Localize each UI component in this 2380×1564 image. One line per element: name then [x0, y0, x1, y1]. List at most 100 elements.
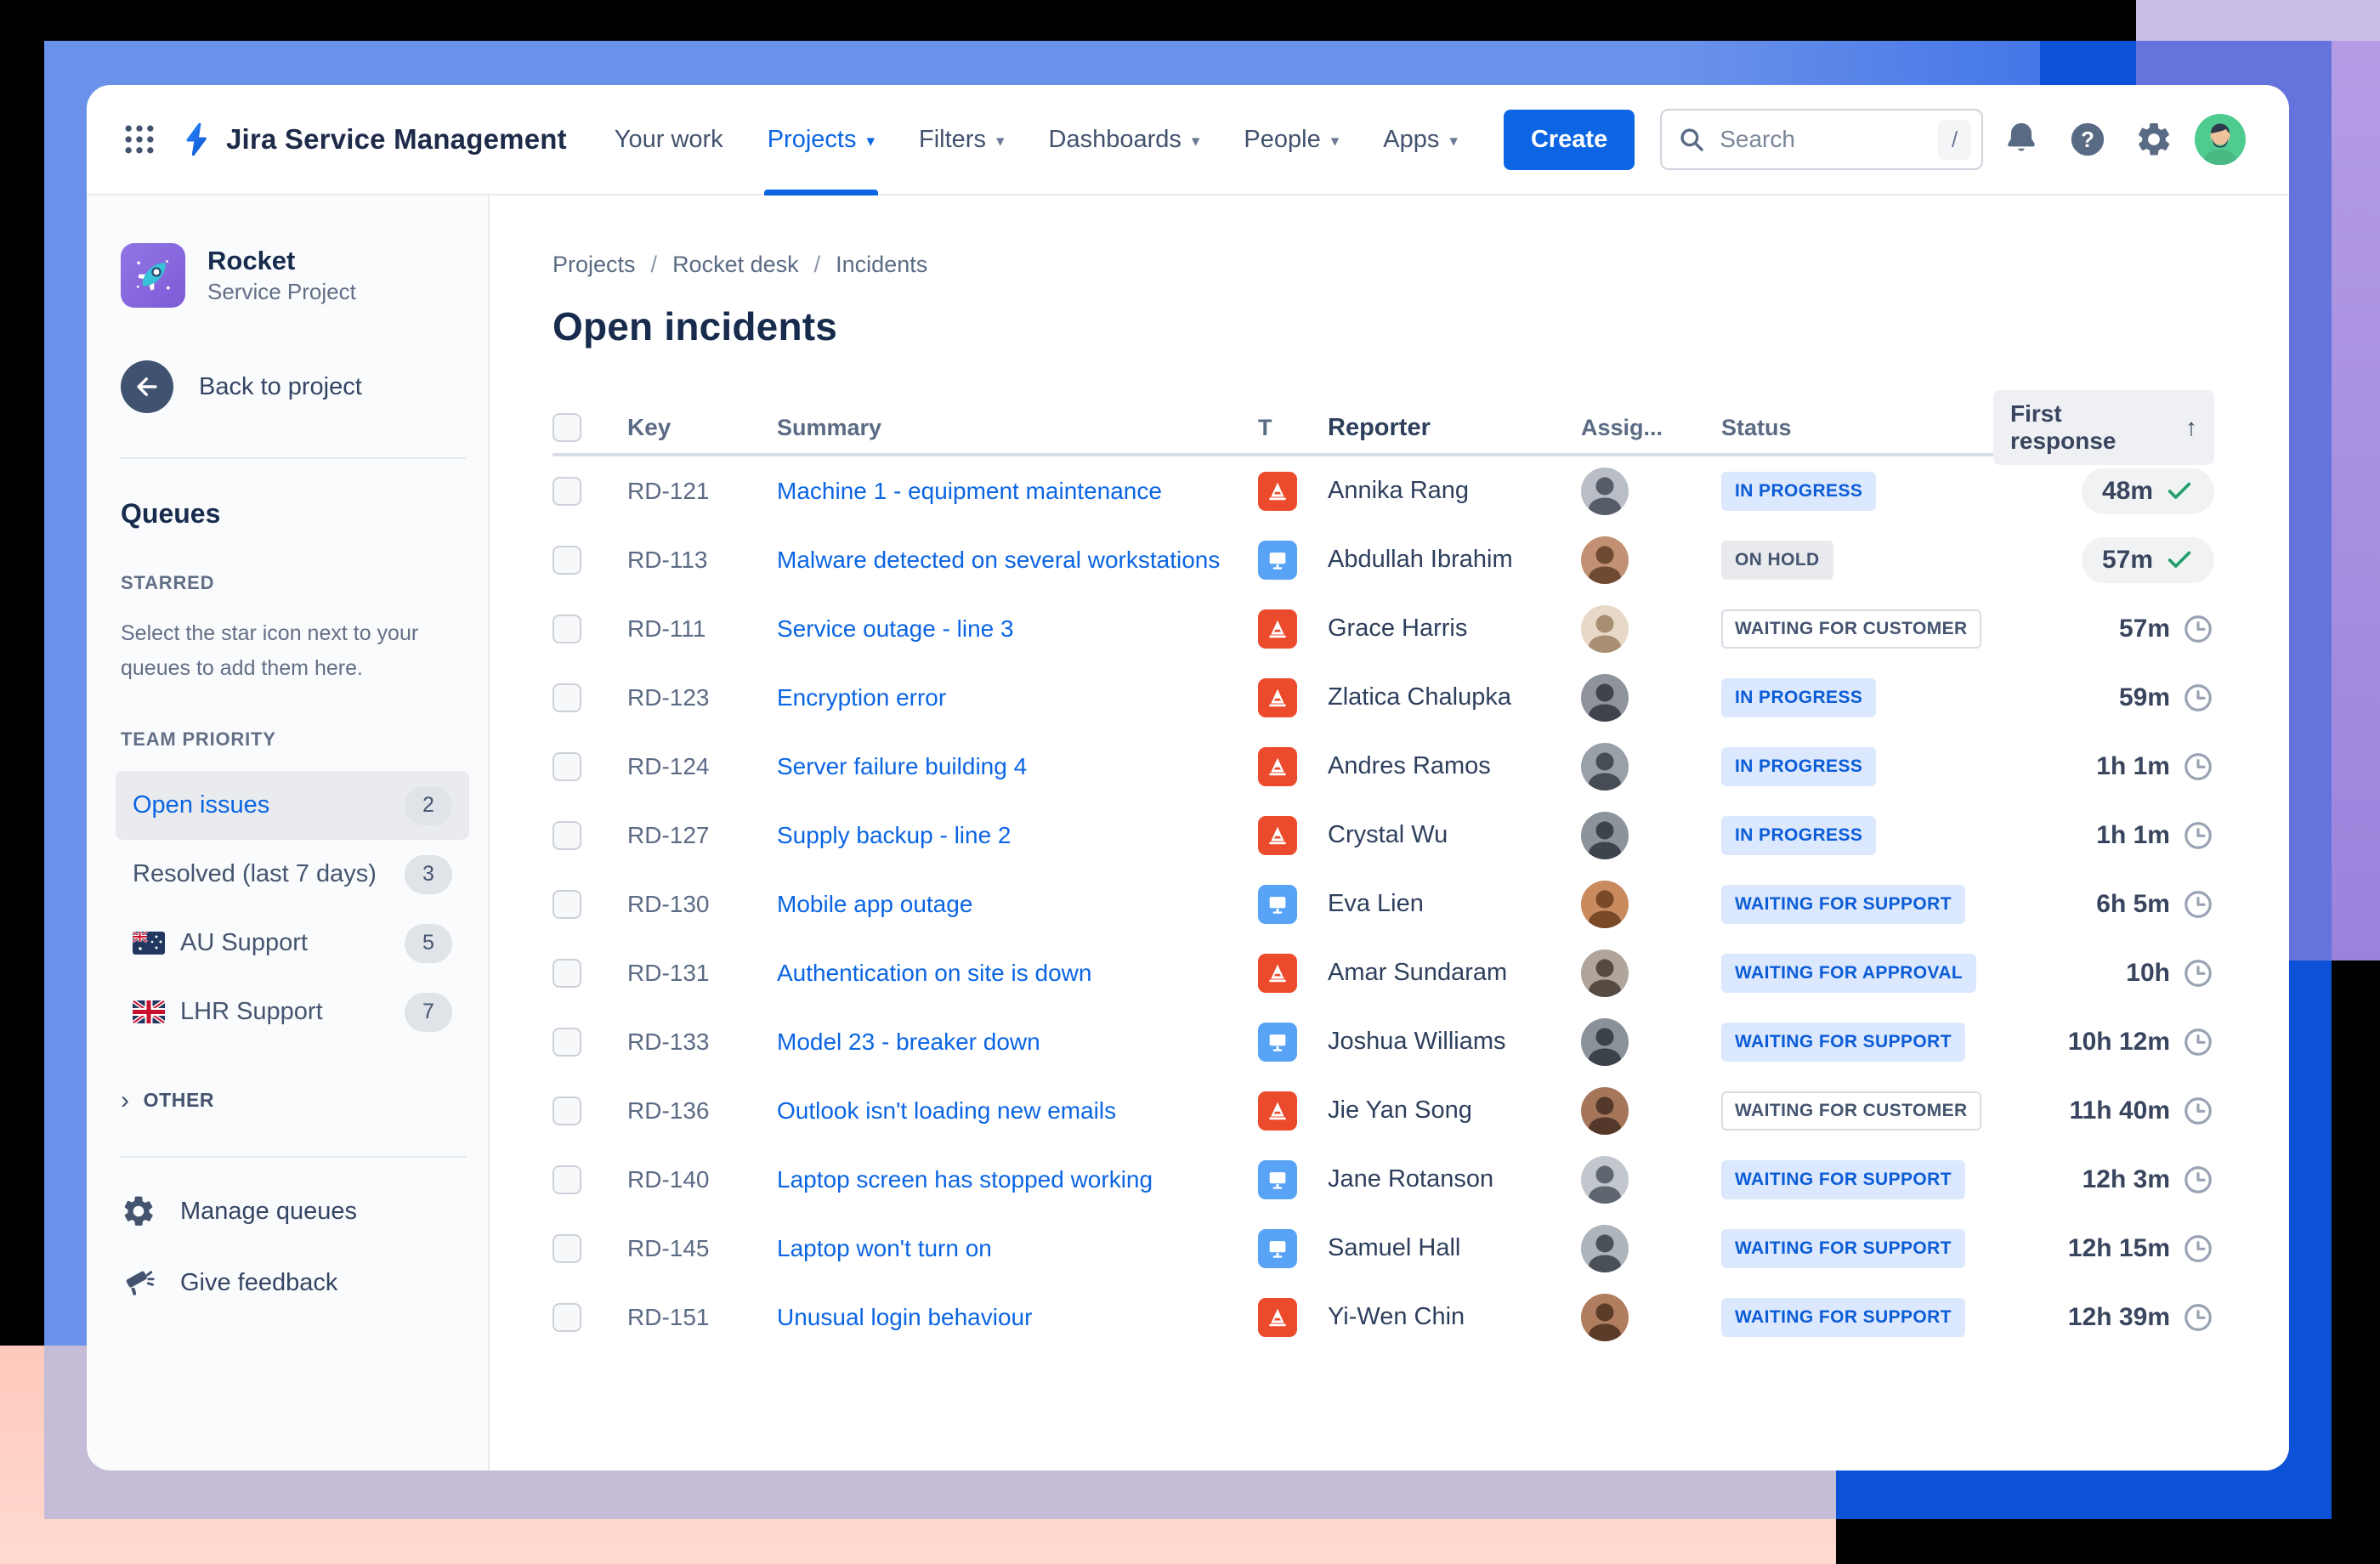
status-badge: WAITING FOR SUPPORT [1721, 1159, 1965, 1199]
breadcrumb-projects[interactable]: Projects [552, 252, 636, 277]
issue-type-icon [1258, 1022, 1297, 1062]
issue-summary-link[interactable]: Supply backup - line 2 [777, 822, 1012, 848]
assignee-avatar[interactable] [1581, 673, 1629, 722]
app-switcher-icon[interactable] [117, 117, 162, 162]
issue-summary-link[interactable]: Unusual login behaviour [777, 1304, 1033, 1330]
row-checkbox[interactable] [552, 545, 581, 575]
row-checkbox[interactable] [552, 889, 581, 919]
nav-people[interactable]: People ▾ [1221, 85, 1361, 194]
header-status[interactable]: Status [1721, 414, 1792, 440]
back-to-project-label: Back to project [199, 372, 362, 400]
chevron-right-icon: › [121, 1085, 130, 1114]
project-header[interactable]: Rocket Service Project [121, 243, 464, 308]
search-shortcut-key: / [1937, 119, 1972, 160]
nav-your-work[interactable]: Your work [592, 85, 745, 194]
issue-key: RD-140 [627, 1165, 710, 1193]
status-badge: WAITING FOR CUSTOMER [1721, 1091, 1981, 1130]
row-checkbox[interactable] [552, 1027, 581, 1057]
row-checkbox[interactable] [552, 751, 581, 781]
issue-summary-link[interactable]: Malware detected on several workstations [777, 547, 1221, 573]
search-input[interactable] [1718, 125, 1926, 154]
user-avatar[interactable] [2192, 111, 2248, 167]
issue-key: RD-127 [627, 821, 710, 848]
main-content: Projects / Rocket desk / Incidents Open … [490, 196, 2289, 1470]
manage-queues-button[interactable]: Manage queues [121, 1193, 464, 1229]
assignee-avatar[interactable] [1581, 604, 1629, 653]
issue-summary-link[interactable]: Authentication on site is down [777, 960, 1092, 986]
brand-logo[interactable]: Jira Service Management [177, 121, 567, 158]
brand-name: Jira Service Management [226, 123, 567, 155]
row-checkbox[interactable] [552, 1302, 581, 1332]
assignee-avatar[interactable] [1581, 949, 1629, 997]
starred-hint-text: Select the star icon next to your queues… [121, 621, 419, 680]
sidebar-item-other[interactable]: › OTHER [121, 1085, 464, 1114]
sidebar-divider [119, 457, 466, 459]
row-checkbox[interactable] [552, 1164, 581, 1194]
create-button[interactable]: Create [1503, 109, 1635, 170]
give-feedback-button[interactable]: Give feedback [121, 1265, 464, 1300]
help-icon[interactable]: ? [2060, 111, 2116, 167]
assignee-avatar[interactable] [1581, 811, 1629, 859]
nav-apps[interactable]: Apps ▾ [1361, 85, 1480, 194]
notifications-bell-icon[interactable] [1993, 111, 2049, 167]
row-checkbox[interactable] [552, 958, 581, 988]
assignee-avatar[interactable] [1581, 536, 1629, 584]
header-summary[interactable]: Summary [777, 414, 882, 440]
issue-type-icon [1258, 1228, 1297, 1268]
breadcrumb-incidents[interactable]: Incidents [836, 252, 928, 277]
sidebar-item-au-support[interactable]: AU Support 5 [116, 909, 469, 978]
queue-label: Open issues [133, 791, 270, 819]
monitor-icon [1269, 1240, 1286, 1258]
table-row: RD-113 Malware detected on several works… [552, 525, 2214, 594]
settings-gear-icon[interactable] [2126, 111, 2182, 167]
header-type[interactable]: T [1258, 414, 1272, 440]
issue-summary-link[interactable]: Outlook isn't loading new emails [777, 1097, 1117, 1124]
assignee-avatar[interactable] [1581, 1155, 1629, 1204]
first-response-time: 57m [2101, 545, 2153, 574]
issue-summary-link[interactable]: Model 23 - breaker down [777, 1028, 1040, 1055]
issue-summary-link[interactable]: Service outage - line 3 [777, 615, 1014, 642]
sidebar-item-open-issues[interactable]: Open issues 2 [116, 771, 469, 840]
header-key[interactable]: Key [627, 414, 672, 440]
issue-summary-link[interactable]: Encryption error [777, 684, 947, 711]
first-response-cell: 57m [2119, 613, 2214, 645]
breadcrumb-rocket-desk[interactable]: Rocket desk [672, 252, 799, 277]
header-reporter[interactable]: Reporter [1328, 413, 1431, 441]
issue-summary-link[interactable]: Laptop won't turn on [777, 1235, 992, 1261]
sort-ascending-icon: ↑ [2185, 414, 2197, 440]
search-box[interactable]: / [1660, 109, 1984, 170]
nav-filters[interactable]: Filters ▾ [897, 85, 1027, 194]
row-checkbox[interactable] [552, 614, 581, 643]
assignee-avatar[interactable] [1581, 1086, 1629, 1135]
issue-summary-link[interactable]: Mobile app outage [777, 891, 973, 917]
nav-projects[interactable]: Projects ▾ [745, 85, 897, 196]
sla-clock-icon [2184, 1303, 2212, 1331]
header-assignee[interactable]: Assig... [1581, 414, 1663, 440]
issue-key: RD-121 [627, 477, 710, 504]
sidebar-item-lhr-support[interactable]: LHR Support 7 [116, 978, 469, 1046]
issue-summary-link[interactable]: Machine 1 - equipment maintenance [777, 478, 1162, 504]
assignee-avatar[interactable] [1581, 1293, 1629, 1341]
sidebar-item-resolved[interactable]: Resolved (last 7 days) 3 [116, 840, 469, 909]
row-checkbox[interactable] [552, 476, 581, 506]
row-checkbox[interactable] [552, 683, 581, 712]
issue-summary-link[interactable]: Laptop screen has stopped working [777, 1166, 1153, 1193]
header-first-response-sort[interactable]: First response ↑ [1993, 390, 2214, 465]
row-checkbox[interactable] [552, 820, 581, 850]
row-checkbox[interactable] [552, 1233, 581, 1263]
row-checkbox[interactable] [552, 1096, 581, 1125]
monitor-icon [1269, 896, 1286, 914]
issue-type-icon [1258, 677, 1297, 717]
issue-type-icon [1258, 815, 1297, 855]
nav-dashboards[interactable]: Dashboards ▾ [1027, 85, 1222, 194]
assignee-avatar[interactable] [1581, 1017, 1629, 1066]
assignee-avatar[interactable] [1581, 880, 1629, 928]
first-response-cell: 10h [2126, 957, 2214, 989]
issue-summary-link[interactable]: Server failure building 4 [777, 753, 1028, 779]
assignee-avatar[interactable] [1581, 467, 1629, 515]
back-to-project-button[interactable]: Back to project [121, 360, 464, 413]
select-all-checkbox[interactable] [552, 413, 581, 442]
assignee-avatar[interactable] [1581, 742, 1629, 790]
assignee-avatar[interactable] [1581, 1224, 1629, 1272]
decor-purple-column [2332, 41, 2380, 960]
